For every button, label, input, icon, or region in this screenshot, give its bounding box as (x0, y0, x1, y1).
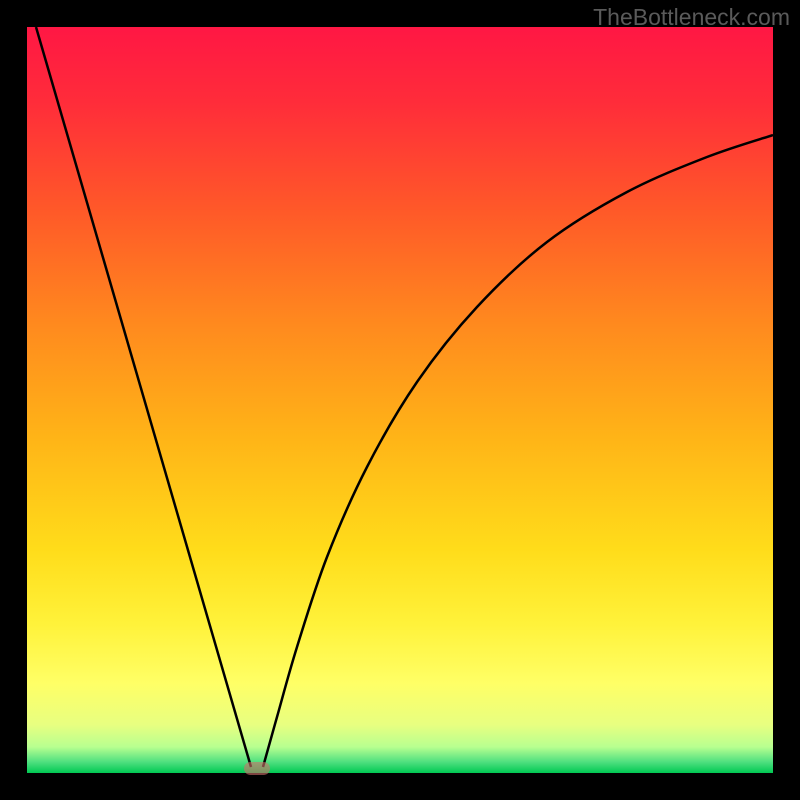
plot-area (27, 27, 773, 773)
curve-right-branch (263, 135, 773, 767)
curve-left-branch (36, 27, 251, 767)
bottleneck-curve (27, 27, 773, 773)
watermark-text: TheBottleneck.com (593, 4, 790, 31)
valley-marker (244, 762, 270, 775)
